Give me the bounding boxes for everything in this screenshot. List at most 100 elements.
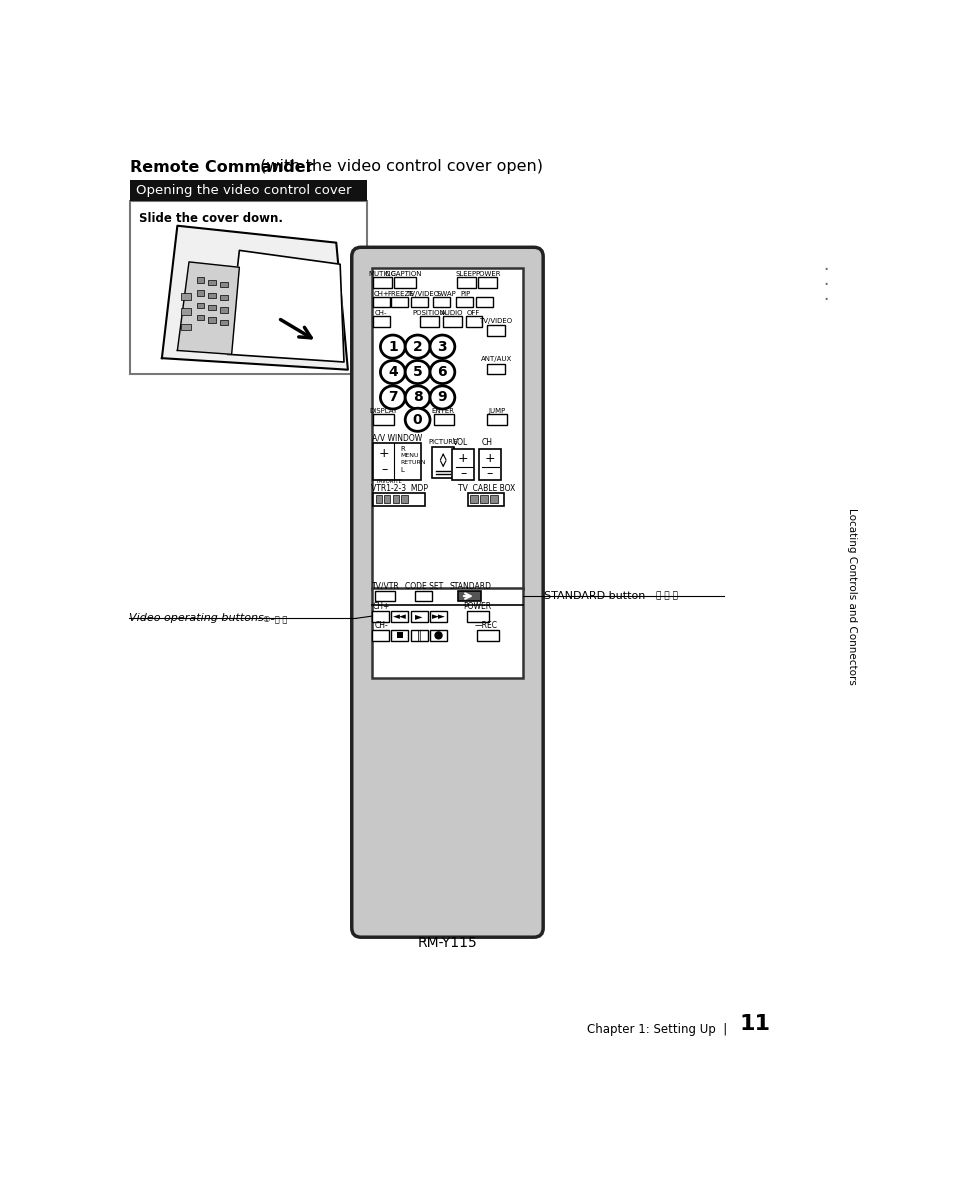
Text: TV  CABLE BOX: TV CABLE BOX [457,484,515,493]
FancyBboxPatch shape [130,201,367,374]
Text: Locating Controls and Connectors: Locating Controls and Connectors [845,508,856,685]
Text: TV/VIDEO: TV/VIDEO [478,317,512,323]
Text: RM-Y115: RM-Y115 [417,936,476,949]
Polygon shape [162,226,348,369]
Text: CH+: CH+ [372,601,390,611]
Text: PICTURE: PICTURE [428,440,457,446]
FancyBboxPatch shape [372,630,389,640]
Text: (with the video control cover open): (with the video control cover open) [254,159,542,175]
Text: L: L [400,467,404,473]
FancyBboxPatch shape [415,590,431,601]
Text: ►►: ►► [431,612,445,620]
Text: +: + [378,447,389,460]
Text: ⑭ ⑮ ⑯: ⑭ ⑮ ⑯ [656,592,678,601]
Text: Remote Commander: Remote Commander [130,159,314,175]
FancyBboxPatch shape [456,277,476,287]
Text: .: . [822,286,828,304]
FancyBboxPatch shape [375,495,381,503]
FancyBboxPatch shape [352,247,542,937]
Text: —REC: —REC [475,621,497,630]
Text: CH-: CH- [374,621,388,630]
Ellipse shape [405,335,430,358]
FancyBboxPatch shape [373,277,392,287]
FancyBboxPatch shape [443,316,461,327]
FancyBboxPatch shape [373,493,424,506]
Text: 6: 6 [437,365,447,379]
FancyBboxPatch shape [486,415,506,425]
FancyBboxPatch shape [373,415,394,425]
Text: R: R [400,446,405,451]
FancyBboxPatch shape [372,268,522,589]
Text: .: . [822,255,828,273]
Text: DISPLAY: DISPLAY [369,409,397,415]
FancyBboxPatch shape [208,279,216,285]
FancyBboxPatch shape [456,297,473,308]
FancyBboxPatch shape [476,630,498,640]
Text: Opening the video control cover: Opening the video control cover [136,184,352,197]
Text: +: + [457,451,468,465]
Text: OFF: OFF [466,310,479,316]
FancyBboxPatch shape [373,443,421,480]
FancyBboxPatch shape [452,449,474,480]
Text: VOL: VOL [452,437,467,447]
FancyBboxPatch shape [430,630,447,640]
Text: –: – [381,462,387,475]
FancyBboxPatch shape [394,277,416,287]
FancyBboxPatch shape [478,449,500,480]
FancyBboxPatch shape [457,590,480,601]
FancyBboxPatch shape [477,277,497,287]
Ellipse shape [430,360,455,384]
Text: A/V WINDOW: A/V WINDOW [371,434,421,443]
FancyBboxPatch shape [220,308,228,312]
Text: MENU: MENU [400,454,418,459]
Text: CH+: CH+ [373,291,389,297]
FancyBboxPatch shape [419,316,438,327]
Text: 11: 11 [739,1015,769,1035]
Text: SWAP: SWAP [436,291,456,297]
Text: 5: 5 [413,365,422,379]
FancyBboxPatch shape [401,495,407,503]
Circle shape [435,632,441,639]
FancyBboxPatch shape [470,495,477,503]
FancyBboxPatch shape [220,320,228,326]
Ellipse shape [380,360,405,384]
FancyBboxPatch shape [486,364,505,374]
FancyBboxPatch shape [372,588,522,677]
Text: 7: 7 [388,391,397,404]
Text: TV/VTR: TV/VTR [372,582,399,590]
FancyBboxPatch shape [490,495,497,503]
Text: ‖: ‖ [416,630,421,640]
Text: SLEEP: SLEEP [456,271,476,277]
Text: POWER: POWER [463,601,491,611]
FancyBboxPatch shape [468,493,503,506]
Text: POSITION: POSITION [413,310,445,316]
Text: AUDIO: AUDIO [441,310,463,316]
Text: PIP: PIP [460,291,471,297]
Text: Slide the cover down.: Slide the cover down. [139,211,283,225]
FancyBboxPatch shape [375,590,395,601]
Ellipse shape [430,386,455,409]
Polygon shape [228,251,344,362]
FancyBboxPatch shape [410,297,427,308]
Text: STANDARD: STANDARD [449,582,491,590]
Text: 8: 8 [413,391,422,404]
FancyBboxPatch shape [480,495,488,503]
FancyBboxPatch shape [391,611,408,621]
Ellipse shape [430,335,455,358]
Text: FREEZE: FREEZE [387,291,414,297]
Ellipse shape [380,386,405,409]
Text: RETURN: RETURN [400,461,426,466]
Text: ◄◄: ◄◄ [393,612,406,620]
Text: ANT/AUX: ANT/AUX [480,356,512,362]
Text: ►: ► [415,611,422,621]
Text: Chapter 1: Setting Up  |: Chapter 1: Setting Up | [587,1023,731,1036]
FancyBboxPatch shape [393,495,398,503]
Text: VTR1-2-3  MDP: VTR1-2-3 MDP [371,484,428,493]
Ellipse shape [380,335,405,358]
FancyBboxPatch shape [391,630,408,640]
FancyBboxPatch shape [372,611,389,621]
FancyBboxPatch shape [384,495,390,503]
FancyBboxPatch shape [208,305,216,310]
Text: +: + [484,451,495,465]
Text: 2: 2 [413,340,422,354]
